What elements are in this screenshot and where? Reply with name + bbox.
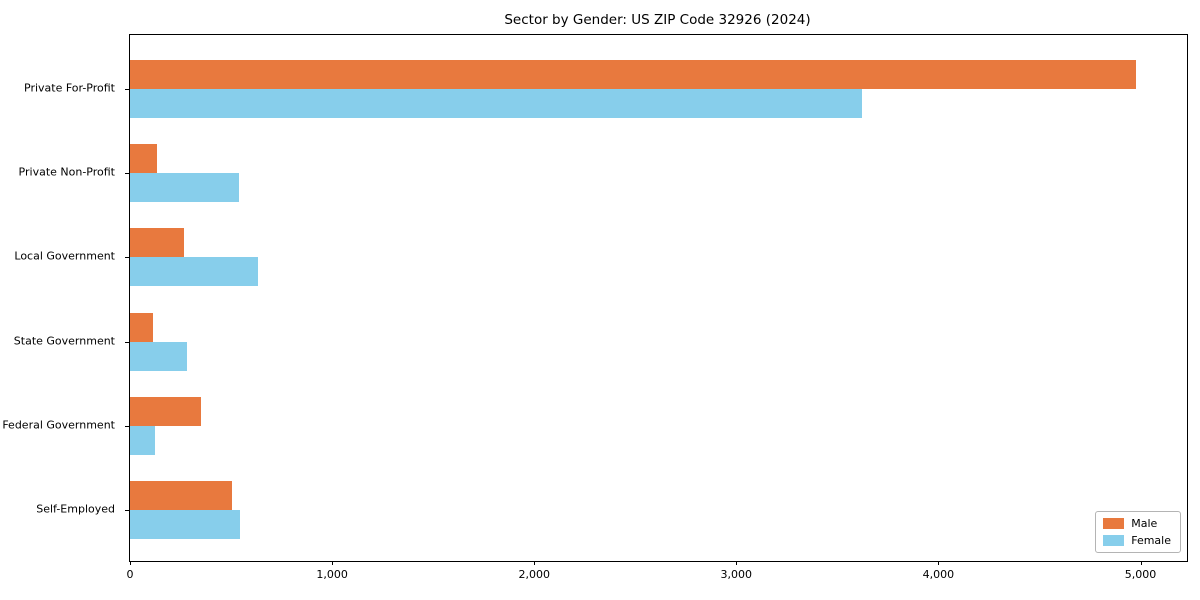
bar-male-2 (130, 228, 184, 258)
x-tick-3 (736, 561, 738, 565)
y-axis-labels: Private For-Profit Private Non-Profit Loca… (0, 34, 122, 560)
legend-entry-male: Male (1103, 517, 1171, 530)
y-label-0: Private For-Profit (24, 81, 115, 95)
x-tick-0 (130, 561, 131, 565)
y-label-5: Self-Employed (36, 502, 115, 516)
x-axis-ticks: 0 1,000 2,000 3,000 4,000 5,000 (127, 35, 1187, 581)
x-tick-label-5: 5,000 (1124, 568, 1157, 581)
male-legend-swatch-icon (1103, 518, 1125, 529)
bar-female-5 (130, 510, 241, 539)
bar-male-5 (130, 481, 233, 510)
y-label-4: Federal Government (2, 418, 115, 432)
male-legend-label: Male (1131, 517, 1158, 530)
bar-female-3 (130, 341, 187, 371)
bar-male-4 (130, 396, 201, 426)
y-label-2: Local Government (14, 249, 115, 263)
x-tick-2 (534, 561, 536, 565)
y-tick-1 (125, 173, 129, 175)
bar-female-4 (130, 425, 156, 455)
y-tick-4 (125, 425, 129, 427)
y-axis-ticks (125, 35, 1187, 561)
x-tick-label-3: 3,000 (720, 568, 753, 581)
y-tick-0 (125, 89, 129, 90)
bar-male-1 (130, 144, 158, 174)
x-tick-5 (1140, 561, 1142, 565)
y-tick-3 (125, 341, 129, 343)
x-tick-1 (332, 561, 334, 565)
plot-area: 0 1,000 2,000 3,000 4,000 5,000 Male Female (125, 34, 1188, 581)
y-tick-5 (125, 510, 129, 511)
y-label-1: Private Non-Profit (18, 165, 115, 179)
bar-male-3 (130, 312, 154, 342)
chart-title: Sector by Gender: US ZIP Code 32926 (202… (504, 12, 811, 28)
y-label-3: State Government (13, 334, 115, 348)
y-tick-2 (125, 257, 129, 259)
bar-female-0 (130, 89, 862, 118)
female-legend-label: Female (1131, 534, 1171, 547)
x-tick-label-1: 1,000 (316, 568, 348, 581)
x-tick-label-0: 0 (126, 568, 134, 581)
bar-female-2 (130, 257, 259, 287)
bar-male-0 (130, 60, 1137, 89)
female-legend-swatch-icon (1103, 535, 1125, 546)
bars-layer (130, 35, 1187, 561)
legend: Male Female (1095, 511, 1181, 553)
x-tick-4 (938, 561, 940, 565)
legend-entry-female: Female (1103, 534, 1171, 547)
bar-female-1 (130, 173, 240, 203)
x-tick-label-2: 2,000 (518, 568, 550, 581)
x-tick-label-4: 4,000 (922, 568, 955, 581)
